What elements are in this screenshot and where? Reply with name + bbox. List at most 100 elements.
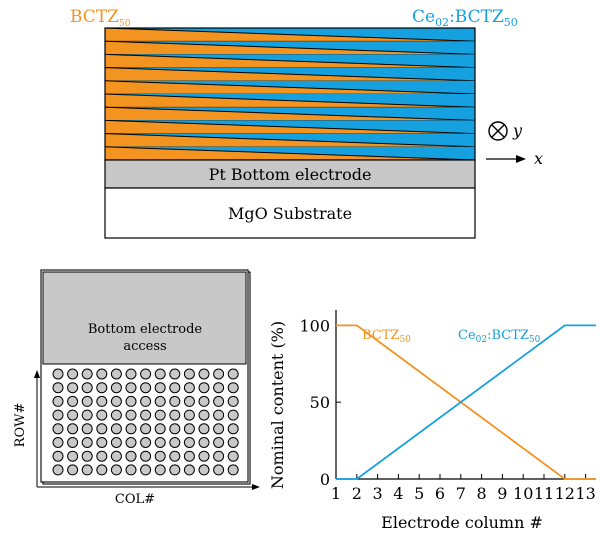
axis-indicator: y x — [486, 121, 543, 168]
substrate-label: MgO Substrate — [228, 204, 352, 223]
electrode-pad — [228, 383, 238, 393]
electrode-pad — [97, 451, 107, 461]
electrode-pad — [82, 438, 92, 448]
electrode-pad — [170, 424, 180, 434]
electrode-pad — [126, 438, 136, 448]
electrode-pad — [111, 438, 121, 448]
x-tick-label: 6 — [435, 484, 445, 503]
x-tick-label: 12 — [555, 484, 575, 503]
electrode-pad — [199, 451, 209, 461]
electrode-pad — [141, 383, 151, 393]
electrode-pad — [228, 396, 238, 406]
ce-bctz-series-line — [336, 325, 596, 479]
electrode-pad — [170, 465, 180, 475]
electrode-pad — [97, 410, 107, 420]
electrode-pad — [199, 383, 209, 393]
electrode-pad — [228, 424, 238, 434]
y-tick-label: 0 — [320, 470, 330, 489]
bctz-label: BCTZ50 — [70, 7, 131, 29]
electrode-pad — [228, 438, 238, 448]
electrode-pad — [82, 424, 92, 434]
bottom-electrode-label: Pt Bottom electrode — [209, 165, 372, 184]
access-label-line1: Bottom electrode — [88, 322, 203, 337]
electrode-pad — [111, 465, 121, 475]
x-tick-label: 13 — [575, 484, 595, 503]
electrode-pad — [126, 410, 136, 420]
electrode-pad — [228, 410, 238, 420]
x-tick-label: 4 — [393, 484, 403, 503]
electrode-array: Bottom electrode access ROW# COL# — [13, 270, 260, 507]
electrode-pad — [82, 410, 92, 420]
electrode-pad — [97, 396, 107, 406]
electrode-pad — [97, 465, 107, 475]
x-tick-label: 9 — [497, 484, 507, 503]
chart-x-label: Electrode column # — [381, 513, 543, 532]
ce-bctz-label: Ce02:BCTZ50 — [412, 7, 518, 29]
x-tick-label: 2 — [352, 484, 362, 503]
electrode-pad — [170, 383, 180, 393]
electrode-pad — [199, 438, 209, 448]
electrode-pad — [199, 424, 209, 434]
axis-x-label: x — [534, 149, 543, 168]
electrode-pad — [199, 369, 209, 379]
electrode-pad — [184, 396, 194, 406]
electrode-pad — [184, 438, 194, 448]
electrode-pad — [111, 383, 121, 393]
electrode-pad — [184, 383, 194, 393]
axis-y-label: y — [512, 121, 523, 140]
electrode-pad — [155, 369, 165, 379]
x-tick-label: 8 — [477, 484, 487, 503]
row-label: ROW# — [13, 403, 28, 448]
electrode-pad — [214, 369, 224, 379]
electrode-pad — [170, 438, 180, 448]
electrode-pad — [214, 465, 224, 475]
electrode-pad — [68, 396, 78, 406]
electrode-pad — [214, 451, 224, 461]
electrode-pad — [155, 451, 165, 461]
electrode-pad — [155, 383, 165, 393]
electrode-pad — [228, 465, 238, 475]
electrode-pad — [155, 438, 165, 448]
electrode-pad — [111, 396, 121, 406]
electrode-pad — [214, 383, 224, 393]
bctz-series-label: BCTZ50 — [362, 328, 411, 345]
electrode-pad — [126, 451, 136, 461]
film-stack: BCTZ50 Ce02:BCTZ50 Pt Bottom electrode M… — [70, 7, 543, 238]
electrode-pad — [97, 383, 107, 393]
electrode-pad — [111, 424, 121, 434]
electrode-pad — [214, 438, 224, 448]
col-label: COL# — [115, 492, 155, 507]
electrode-pad — [53, 424, 63, 434]
electrode-pad — [141, 438, 151, 448]
electrode-pad — [155, 396, 165, 406]
electrode-pad — [155, 424, 165, 434]
electrode-pad — [68, 465, 78, 475]
electrode-pad — [170, 369, 180, 379]
electrode-pad — [170, 410, 180, 420]
electrode-pad — [53, 465, 63, 475]
electrode-pad — [82, 369, 92, 379]
electrode-pad — [199, 465, 209, 475]
access-label-line2: access — [123, 339, 166, 354]
electrode-pad — [82, 465, 92, 475]
electrode-pad — [214, 424, 224, 434]
x-tick-label: 7 — [456, 484, 466, 503]
x-tick-label: 11 — [534, 484, 554, 503]
electrode-pad — [184, 424, 194, 434]
electrode-pad — [184, 369, 194, 379]
electrode-pad — [53, 410, 63, 420]
electrode-pad — [53, 438, 63, 448]
electrode-pad — [68, 383, 78, 393]
electrode-pad — [141, 451, 151, 461]
chart-y-label: Nominal content (%) — [268, 321, 287, 489]
electrode-pad — [97, 424, 107, 434]
electrode-pad — [111, 451, 121, 461]
electrode-pad — [155, 410, 165, 420]
electrode-pad — [68, 451, 78, 461]
electrode-pad — [53, 383, 63, 393]
electrode-pad — [184, 465, 194, 475]
electrode-pad — [111, 410, 121, 420]
electrode-pad — [68, 410, 78, 420]
electrode-pad — [97, 438, 107, 448]
